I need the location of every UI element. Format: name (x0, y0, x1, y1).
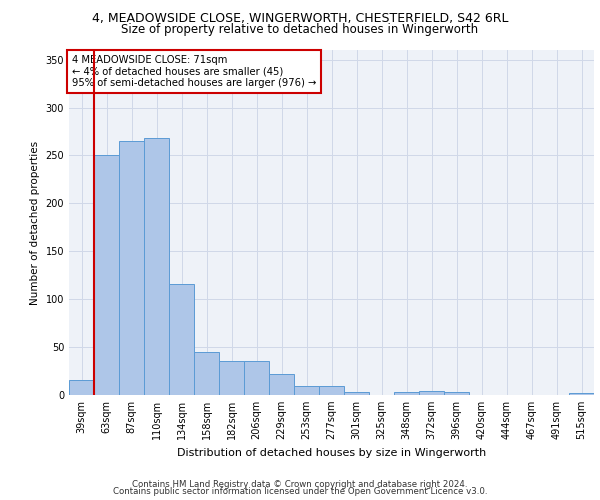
Text: Contains public sector information licensed under the Open Government Licence v3: Contains public sector information licen… (113, 488, 487, 496)
Bar (569, 393, 594, 395)
Bar (219, 362, 244, 395)
Bar (69, 380, 94, 395)
Bar (244, 362, 269, 395)
Bar (444, 392, 469, 395)
Bar (119, 141, 144, 395)
Text: 4, MEADOWSIDE CLOSE, WINGERWORTH, CHESTERFIELD, S42 6RL: 4, MEADOWSIDE CLOSE, WINGERWORTH, CHESTE… (92, 12, 508, 25)
Bar (294, 386, 319, 395)
Bar (94, 156, 119, 395)
Bar (269, 374, 294, 395)
Bar (319, 386, 344, 395)
Text: Contains HM Land Registry data © Crown copyright and database right 2024.: Contains HM Land Registry data © Crown c… (132, 480, 468, 489)
Bar (169, 284, 194, 395)
Bar (394, 392, 419, 395)
Bar (419, 391, 444, 395)
X-axis label: Distribution of detached houses by size in Wingerworth: Distribution of detached houses by size … (177, 448, 486, 458)
Bar (194, 352, 219, 395)
Y-axis label: Number of detached properties: Number of detached properties (30, 140, 40, 304)
Bar (144, 138, 169, 395)
Text: 4 MEADOWSIDE CLOSE: 71sqm
← 4% of detached houses are smaller (45)
95% of semi-d: 4 MEADOWSIDE CLOSE: 71sqm ← 4% of detach… (71, 55, 316, 88)
Text: Size of property relative to detached houses in Wingerworth: Size of property relative to detached ho… (121, 22, 479, 36)
Bar (344, 392, 369, 395)
